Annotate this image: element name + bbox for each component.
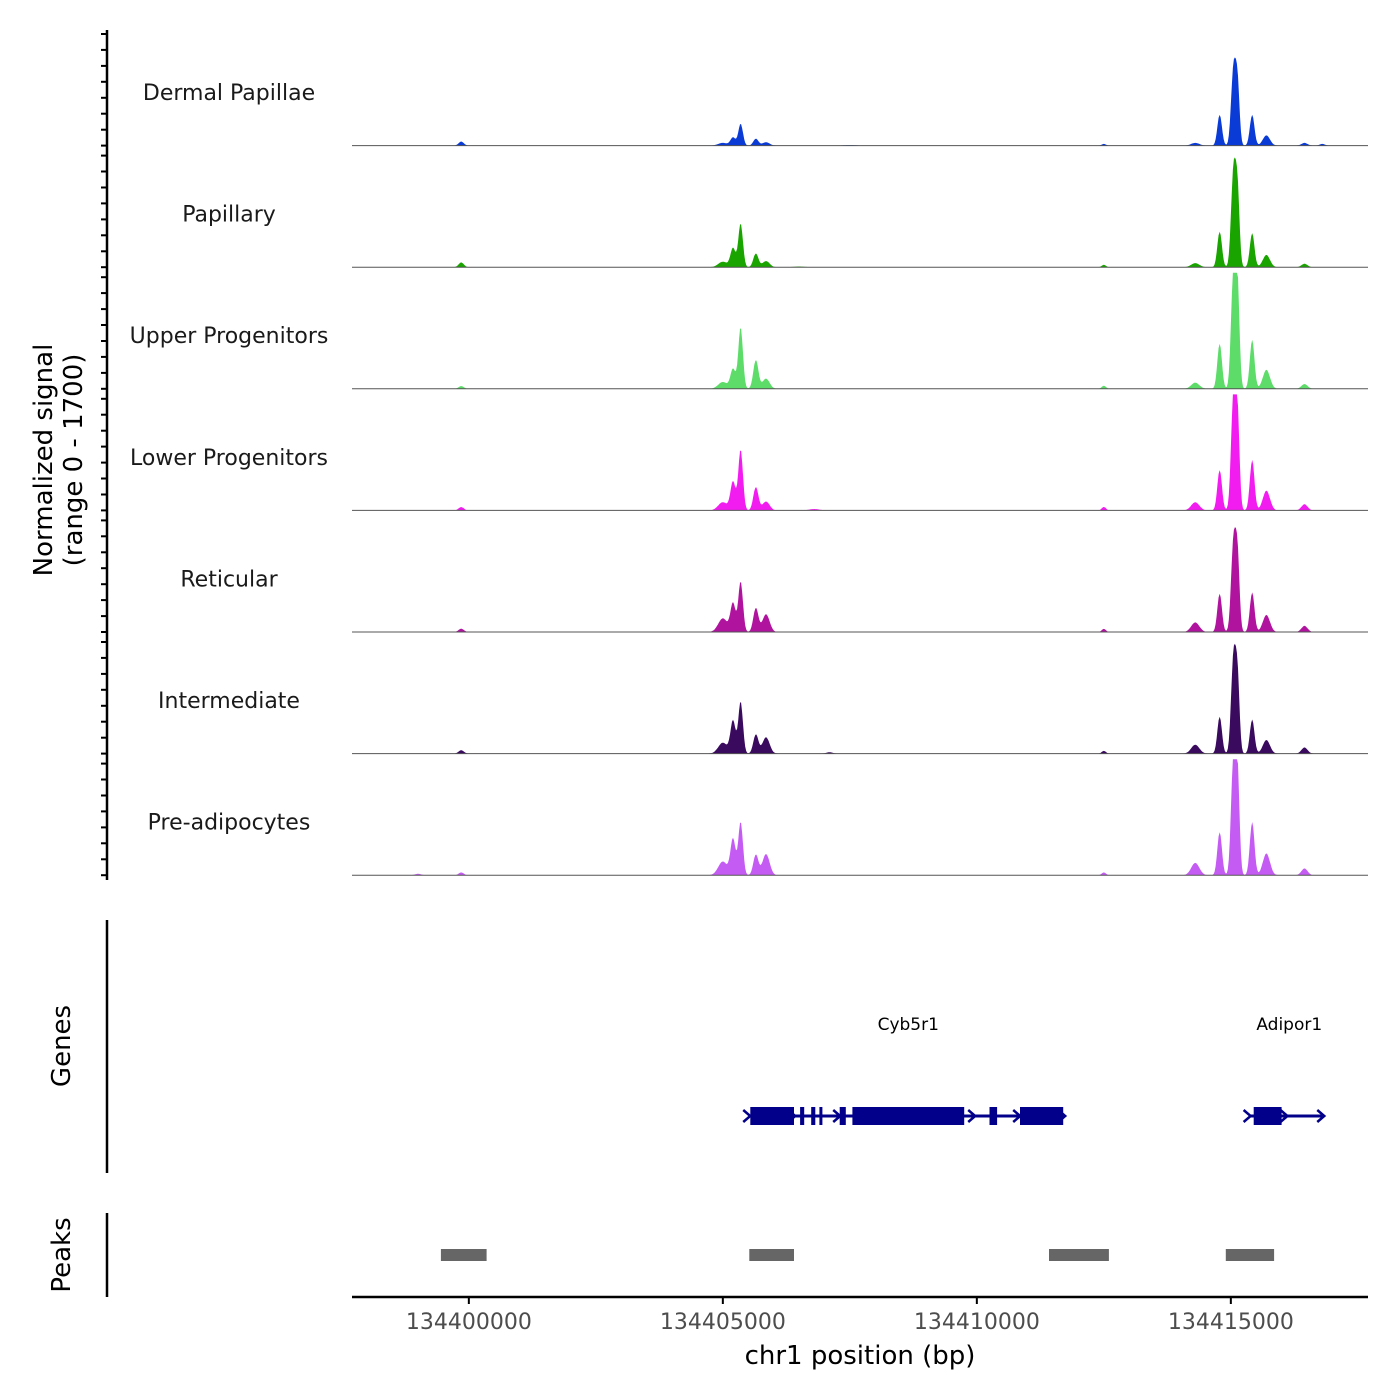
exon-block (1253, 1107, 1282, 1125)
track-label: Papillary (182, 203, 276, 228)
strand-arrow (742, 1109, 753, 1123)
x-tick-label: 134410000 (914, 1310, 1040, 1335)
x-axis: 134400000 134405000 134410000 134415000 (352, 1295, 1368, 1335)
strand-arrow (967, 1109, 978, 1123)
strand-arrow (1316, 1109, 1327, 1123)
track-reticular: Reticular (180, 527, 1368, 633)
track-label: Upper Progenitors (130, 324, 329, 349)
track-label: Reticular (180, 567, 278, 592)
track-dermal-papillae: Dermal Papillae (143, 57, 1368, 147)
peak-track (440, 1249, 1275, 1261)
exon-block (1020, 1107, 1064, 1125)
track-label: Pre-adipocytes (148, 811, 311, 836)
exon-block (852, 1107, 965, 1125)
exon-block (800, 1107, 805, 1125)
x-tick-label: 134400000 (406, 1310, 532, 1335)
exon-block (811, 1107, 816, 1125)
coverage-area (352, 272, 1368, 389)
track-intermediate: Intermediate (158, 643, 1368, 755)
exon-block (839, 1107, 846, 1125)
strand-arrow (1279, 1109, 1290, 1123)
coverage-area (352, 57, 1368, 146)
exon-block (750, 1107, 794, 1125)
strand-arrow (1242, 1109, 1253, 1123)
track-papillary: Papillary (182, 157, 1368, 268)
track-pre-adipocytes: Pre-adipocytes (148, 759, 1368, 876)
exon-block (819, 1107, 823, 1125)
coverage-area (352, 759, 1368, 876)
coverage-area (352, 643, 1368, 754)
gene-label: Cyb5r1 (878, 1015, 939, 1035)
coverage-area (352, 394, 1368, 511)
x-axis-title: chr1 position (bp) (745, 1341, 976, 1371)
y-axis-label-line2: (range 0 - 1700) (59, 354, 89, 567)
x-tick-label: 134415000 (1168, 1310, 1294, 1335)
y-axis-label-line1: Normalized signal (29, 344, 59, 577)
track-upper-progenitors: Upper Progenitors (130, 272, 1368, 390)
gene-cyb5r1: Cyb5r1 (742, 1015, 1068, 1125)
peak-region (440, 1249, 487, 1261)
coverage-tracks: Dermal Papillae Papillary Upper Progenitor… (130, 57, 1368, 876)
gene-track: Cyb5r1 Adipor1 (742, 1015, 1327, 1125)
peak-region (749, 1249, 794, 1261)
track-label: Intermediate (158, 689, 300, 714)
coverage-area (352, 157, 1368, 268)
coverage-area (352, 527, 1368, 632)
signal-axis (101, 30, 109, 880)
track-lower-progenitors: Lower Progenitors (130, 394, 1368, 511)
peak-region (1225, 1249, 1275, 1261)
x-tick-label: 134405000 (660, 1310, 786, 1335)
track-label: Dermal Papillae (143, 81, 315, 106)
exon-block (989, 1107, 998, 1125)
track-label: Lower Progenitors (130, 446, 328, 471)
genes-track-label: Genes (47, 1005, 77, 1087)
gene-adipor1: Adipor1 (1242, 1015, 1327, 1125)
peak-region (1049, 1249, 1109, 1261)
gene-label: Adipor1 (1256, 1015, 1322, 1035)
peaks-track-label: Peaks (47, 1217, 77, 1292)
